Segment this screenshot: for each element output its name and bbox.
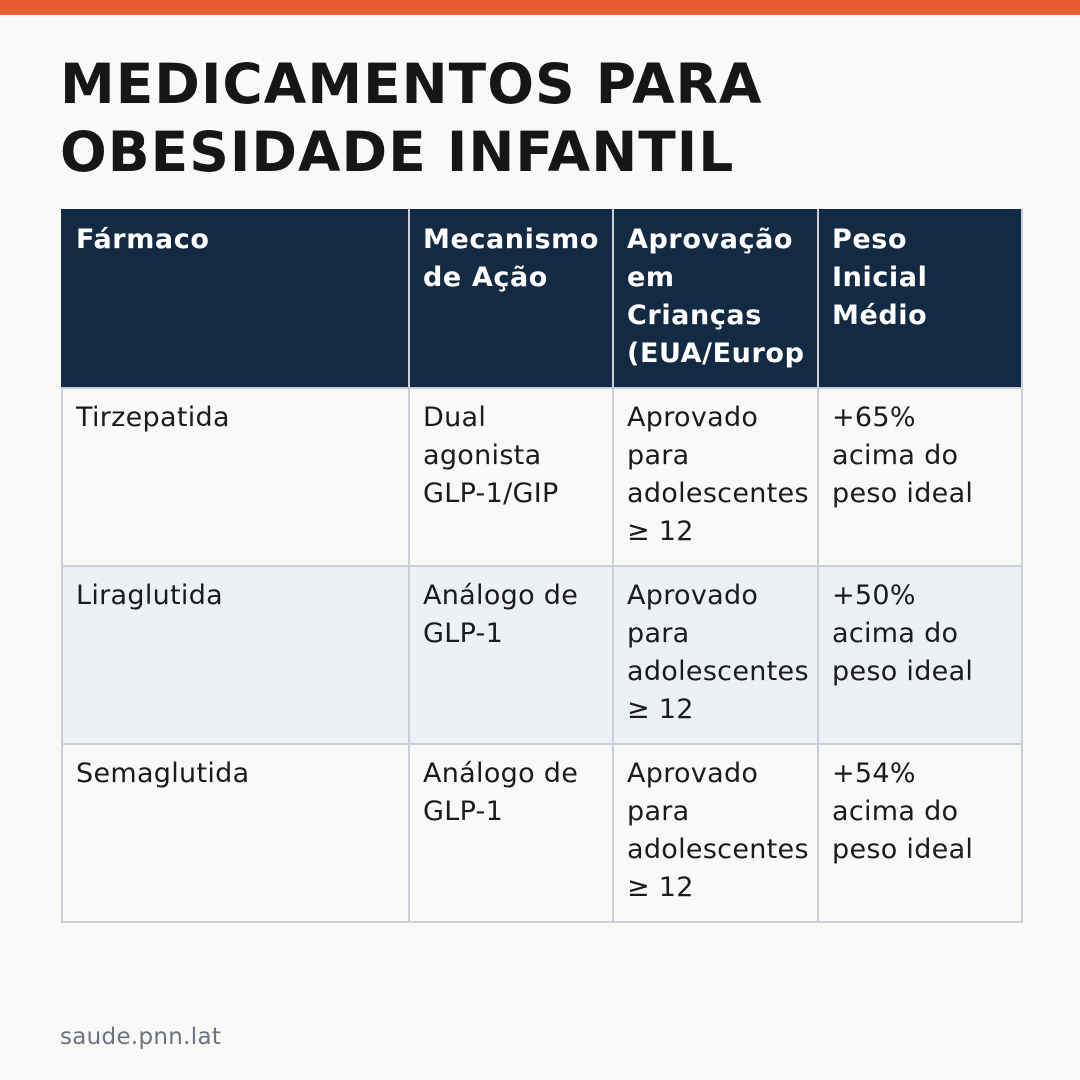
table-header-row: Fármaco Mecanismo de Ação Aprovação em C… [61, 209, 1023, 389]
cell-text: +54% acima do peso ideal [832, 758, 974, 865]
cell-text: +50% acima do peso ideal [832, 580, 974, 687]
table-row: Semaglutida Análogo de GLP-1 Aprovado pa… [61, 743, 1023, 923]
source-url: saude.pnn.lat [60, 1024, 222, 1050]
cell-text: Semaglutida [76, 758, 250, 789]
table-row: Liraglutida Análogo de GLP-1 Aprovado pa… [61, 565, 1023, 745]
cell-approval: Aprovado para adolescentes ≥ 12 [612, 565, 819, 745]
cell-approval: Aprovado para adolescentes ≥ 12 [612, 387, 819, 567]
header-aprovacao: Aprovação em Crianças (EUA/Europ [612, 209, 819, 389]
header-mecanismo-label: Mecanismo de Ação [423, 224, 600, 293]
medication-table: Fármaco Mecanismo de Ação Aprovação em C… [61, 209, 1023, 923]
cell-text: Aprovado para adolescentes ≥ 12 [627, 402, 809, 547]
cell-approval: Aprovado para adolescentes ≥ 12 [612, 743, 819, 923]
header-aprovacao-label: Aprovação em Crianças (EUA/Europ [627, 224, 805, 369]
page-title: MEDICAMENTOS PARA OBESIDADE INFANTIL [60, 50, 1020, 186]
cell-mechanism: Análogo de GLP-1 [408, 743, 614, 923]
header-farmaco-label: Fármaco [76, 224, 210, 255]
cell-drug-name: Liraglutida [61, 565, 410, 745]
top-accent-bar [0, 0, 1080, 15]
cell-drug-name: Semaglutida [61, 743, 410, 923]
cell-mechanism: Análogo de GLP-1 [408, 565, 614, 745]
table-row: Tirzepatida Dual agonista GLP-1/GIP Apro… [61, 387, 1023, 567]
header-peso: Peso Inicial Médio [817, 209, 1023, 389]
header-peso-label: Peso Inicial Médio [832, 224, 928, 331]
cell-mechanism: Dual agonista GLP-1/GIP [408, 387, 614, 567]
cell-initial-weight: +50% acima do peso ideal [817, 565, 1023, 745]
cell-text: Análogo de GLP-1 [423, 758, 579, 827]
cell-text: Dual agonista GLP-1/GIP [423, 402, 559, 509]
title-line-1: MEDICAMENTOS PARA [60, 52, 763, 116]
cell-initial-weight: +54% acima do peso ideal [817, 743, 1023, 923]
title-line-2: OBESIDADE INFANTIL [60, 120, 735, 184]
cell-drug-name: Tirzepatida [61, 387, 410, 567]
cell-text: Análogo de GLP-1 [423, 580, 579, 649]
cell-text: Aprovado para adolescentes ≥ 12 [627, 758, 809, 903]
header-farmaco: Fármaco [61, 209, 410, 389]
cell-text: +65% acima do peso ideal [832, 402, 974, 509]
cell-text: Tirzepatida [76, 402, 230, 433]
cell-initial-weight: +65% acima do peso ideal [817, 387, 1023, 567]
header-mecanismo: Mecanismo de Ação [408, 209, 614, 389]
cell-text: Aprovado para adolescentes ≥ 12 [627, 580, 809, 725]
cell-text: Liraglutida [76, 580, 224, 611]
